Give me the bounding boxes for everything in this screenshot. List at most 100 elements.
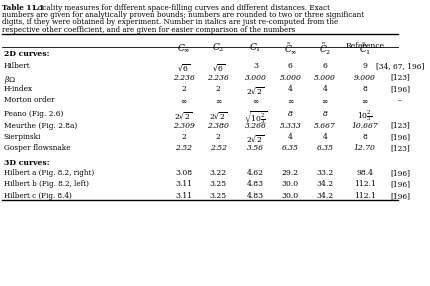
Text: $10\frac{2}{3}$: $10\frac{2}{3}$ [357,110,372,124]
Text: $C_{\infty}$: $C_{\infty}$ [177,42,190,54]
Text: 6: 6 [288,62,293,70]
Text: Hilbert c (Fig. 8.4): Hilbert c (Fig. 8.4) [4,192,71,200]
Text: 33.2: 33.2 [316,169,334,177]
Text: 10.667: 10.667 [351,122,378,130]
Text: 12.70: 12.70 [354,144,376,152]
Text: $\tilde{C}_{\infty}$: $\tilde{C}_{\infty}$ [284,42,297,56]
Text: $C_1$: $C_1$ [249,42,261,55]
Text: 4.83: 4.83 [247,180,264,188]
Text: 3.11: 3.11 [175,180,192,188]
Text: 2: 2 [216,133,221,141]
Text: $\infty$: $\infty$ [287,96,294,104]
Text: 2.52: 2.52 [175,144,192,152]
Text: 34.2: 34.2 [316,192,334,200]
Text: $2\sqrt{2}$: $2\sqrt{2}$ [174,110,193,121]
Text: $\sqrt{10\frac{2}{3}}$: $\sqrt{10\frac{2}{3}}$ [243,110,267,127]
Text: 2.236: 2.236 [172,74,194,82]
Text: 2.380: 2.380 [207,122,229,130]
Text: Hilbert: Hilbert [4,62,31,70]
Text: –: – [398,96,402,104]
Text: respective other coefficient, and are given for easier comparison of the numbers: respective other coefficient, and are gi… [2,26,295,33]
Text: 2.236: 2.236 [207,74,229,82]
Text: 3.11: 3.11 [175,192,192,200]
Text: $\beta\Omega$: $\beta\Omega$ [4,74,16,86]
Text: 8: 8 [288,110,293,118]
Text: Table 11.1: Table 11.1 [2,4,44,12]
Text: 3.000: 3.000 [245,74,267,82]
Text: 5.000: 5.000 [314,74,336,82]
Text: 6: 6 [323,62,328,70]
Text: 3: 3 [253,62,258,70]
Text: 2.52: 2.52 [210,144,227,152]
Text: 112.1: 112.1 [354,192,376,200]
Text: [196]: [196] [390,133,410,141]
Text: Peano (Fig. 2.6): Peano (Fig. 2.6) [4,110,63,118]
Text: $\tilde{C}_1$: $\tilde{C}_1$ [359,42,371,57]
Text: [196]: [196] [390,169,410,177]
Text: 8: 8 [323,110,328,118]
Text: Hilbert b (Fig. 8.2, left): Hilbert b (Fig. 8.2, left) [4,180,89,188]
Text: 3.56: 3.56 [247,144,264,152]
Text: Locality measures for different space-filling curves and different distances. Ex: Locality measures for different space-fi… [34,4,330,12]
Text: $2\sqrt{2}$: $2\sqrt{2}$ [209,110,227,121]
Text: Reference: Reference [346,42,385,50]
Text: $\infty$: $\infty$ [215,96,222,104]
Text: 3.25: 3.25 [210,180,227,188]
Text: 34.2: 34.2 [316,180,334,188]
Text: 5.333: 5.333 [280,122,301,130]
Text: 5.000: 5.000 [280,74,301,82]
Text: 4: 4 [323,133,328,141]
Text: 2: 2 [216,85,221,93]
Text: [196]: [196] [390,180,410,188]
Text: 2D curves:: 2D curves: [4,50,49,58]
Text: 2.309: 2.309 [172,122,194,130]
Text: 29.2: 29.2 [282,169,299,177]
Text: 2: 2 [181,85,186,93]
Text: $\tilde{C}_2$: $\tilde{C}_2$ [319,42,332,57]
Text: 4.62: 4.62 [247,169,264,177]
Text: $C_2$: $C_2$ [212,42,224,55]
Text: [123]: [123] [390,74,410,82]
Text: 8: 8 [362,133,367,141]
Text: $\infty$: $\infty$ [322,96,329,104]
Text: numbers are given for analytically proven bounds; numbers are rounded to two or : numbers are given for analytically prove… [2,11,364,19]
Text: $2\sqrt{2}$: $2\sqrt{2}$ [246,133,265,144]
Text: 6.35: 6.35 [317,144,334,152]
Text: [34, 67, 196]: [34, 67, 196] [376,62,424,70]
Text: 4: 4 [288,85,293,93]
Text: 4: 4 [323,85,328,93]
Text: 4.83: 4.83 [247,192,264,200]
Text: digits, if they were obtained by experiment. Number in italics are just re-compu: digits, if they were obtained by experim… [2,18,338,26]
Text: 112.1: 112.1 [354,180,376,188]
Text: [196]: [196] [390,85,410,93]
Text: 3.25: 3.25 [210,192,227,200]
Text: Gosper flowsnake: Gosper flowsnake [4,144,71,152]
Text: 30.0: 30.0 [282,192,299,200]
Text: 3.22: 3.22 [210,169,227,177]
Text: Sierpinski: Sierpinski [4,133,41,141]
Text: $\infty$: $\infty$ [180,96,187,104]
Text: 2: 2 [181,133,186,141]
Text: $\sqrt{6}$: $\sqrt{6}$ [177,62,190,73]
Text: 6.35: 6.35 [282,144,299,152]
Text: 8: 8 [362,85,367,93]
Text: $\infty$: $\infty$ [361,96,369,104]
Text: Meurthe (Fig. 2.8a): Meurthe (Fig. 2.8a) [4,122,77,130]
Text: 9: 9 [362,62,367,70]
Text: [196]: [196] [390,192,410,200]
Text: Hilbert a (Fig. 8.2, right): Hilbert a (Fig. 8.2, right) [4,169,94,177]
Text: $2\sqrt{2}$: $2\sqrt{2}$ [246,85,265,96]
Text: 4: 4 [288,133,293,141]
Text: 5.667: 5.667 [314,122,336,130]
Text: 30.0: 30.0 [282,180,299,188]
Text: [123]: [123] [390,144,410,152]
Text: 3.08: 3.08 [175,169,192,177]
Text: $\sqrt{6}$: $\sqrt{6}$ [212,62,225,73]
Text: Morton order: Morton order [4,96,54,104]
Text: [123]: [123] [390,122,410,130]
Text: 9.000: 9.000 [354,74,376,82]
Text: 3.266: 3.266 [245,122,267,130]
Text: $\infty$: $\infty$ [252,96,259,104]
Text: 3D curves:: 3D curves: [4,159,49,167]
Text: H-index: H-index [4,85,33,93]
